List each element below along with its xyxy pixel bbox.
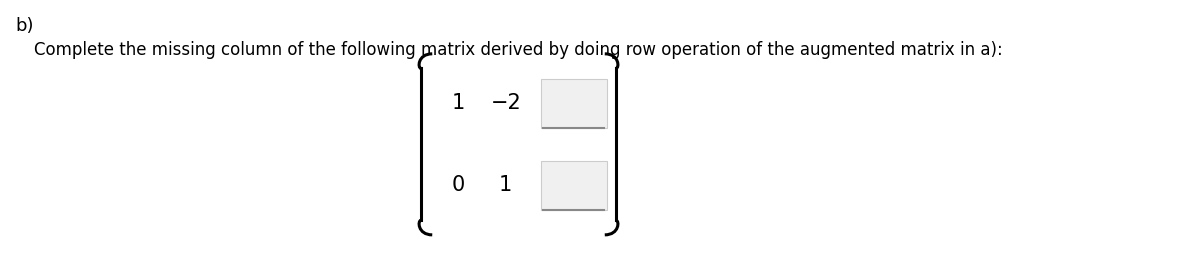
FancyBboxPatch shape <box>541 78 607 128</box>
Text: b): b) <box>16 17 34 35</box>
Text: 0: 0 <box>452 175 466 195</box>
Text: 1: 1 <box>499 175 512 195</box>
FancyBboxPatch shape <box>541 161 607 210</box>
Text: Complete the missing column of the following matrix derived by doing row operati: Complete the missing column of the follo… <box>35 41 1003 59</box>
Text: 1: 1 <box>452 93 466 113</box>
Text: −2: −2 <box>491 93 521 113</box>
